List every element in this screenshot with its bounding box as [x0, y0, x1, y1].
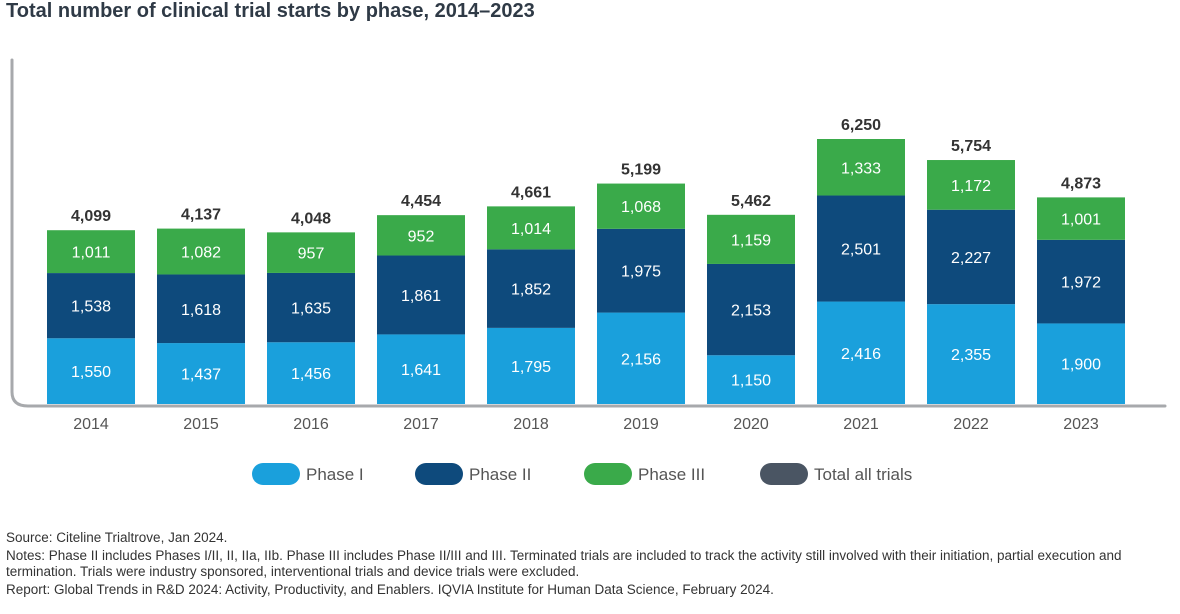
value-label-phase-ii-2021: 2,501: [841, 242, 881, 259]
value-label-phase-ii-2018: 1,852: [511, 282, 551, 299]
value-label-phase-i-2018: 1,795: [511, 359, 551, 376]
total-label-2021: 6,250: [841, 117, 881, 134]
value-label-phase-ii-2023: 1,972: [1061, 275, 1101, 292]
value-label-phase-i-2016: 1,456: [291, 366, 331, 383]
x-tick-label-2019: 2019: [623, 416, 659, 433]
x-tick-label-2016: 2016: [293, 416, 329, 433]
value-label-phase-i-2021: 2,416: [841, 346, 881, 363]
value-label-phase-ii-2020: 2,153: [731, 303, 771, 320]
bar-phase-i-2018: [487, 327, 575, 404]
legend: Phase I Phase II Phase III Total all trials: [252, 463, 912, 485]
total-label-2017: 4,454: [401, 193, 441, 210]
source-note: Source: Citeline Trialtrove, Jan 2024.: [6, 530, 228, 545]
x-tick-label-2017: 2017: [403, 416, 439, 433]
x-tick-label-2021: 2021: [843, 416, 879, 433]
notes-text: Notes: Phase II includes Phases I/II, II…: [6, 548, 1122, 579]
bars-layer: [47, 139, 1125, 404]
bar-phase-iii-2021: [817, 139, 905, 196]
value-label-phase-iii-2017: 952: [408, 228, 435, 245]
value-label-phase-i-2022: 2,355: [951, 347, 991, 364]
bar-phase-ii-2021: [817, 195, 905, 302]
x-tick-label-2018: 2018: [513, 416, 549, 433]
value-label-phase-i-2023: 1,900: [1061, 357, 1101, 374]
bar-phase-ii-2022: [927, 209, 1015, 305]
bar-phase-ii-2015: [157, 274, 245, 344]
bar-phase-i-2017: [377, 334, 465, 404]
value-label-phase-iii-2020: 1,159: [731, 232, 771, 249]
legend-swatch-phase-iii: [584, 463, 632, 485]
x-tick-label-2022: 2022: [953, 416, 989, 433]
value-label-phase-ii-2019: 1,975: [621, 264, 661, 281]
value-label-phase-i-2015: 1,437: [181, 367, 221, 384]
labels-layer: 1,550 1,538 1,011 4,099 2014 1,437 1,618 1,082 4…: [71, 117, 1101, 433]
value-label-phase-i-2019: 2,156: [621, 351, 661, 368]
x-tick-label-2014: 2014: [73, 416, 109, 433]
x-tick-label-2023: 2023: [1063, 416, 1099, 433]
bar-phase-ii-2023: [1037, 239, 1125, 324]
total-label-2015: 4,137: [181, 207, 221, 224]
value-label-phase-iii-2023: 1,001: [1061, 212, 1101, 229]
bar-phase-iii-2022: [927, 160, 1015, 210]
chart-title: Total number of clinical trial starts by…: [6, 0, 535, 22]
bar-phase-iii-2015: [157, 228, 245, 275]
value-label-phase-ii-2014: 1,538: [71, 299, 111, 316]
total-label-2018: 4,661: [511, 184, 551, 201]
bar-phase-iii-2018: [487, 206, 575, 250]
stacked-bar-chart: 1,550 1,538 1,011 4,099 2014 1,437 1,618 1,082 4…: [10, 58, 1167, 485]
x-tick-label-2020: 2020: [733, 416, 769, 433]
bar-phase-i-2021: [817, 301, 905, 404]
value-label-phase-iii-2022: 1,172: [951, 178, 991, 195]
bar-phase-iii-2023: [1037, 197, 1125, 240]
bar-phase-iii-2020: [707, 214, 795, 264]
value-label-phase-i-2020: 1,150: [731, 373, 771, 390]
bar-phase-i-2023: [1037, 323, 1125, 404]
x-tick-label-2015: 2015: [183, 416, 219, 433]
legend-swatch-phase-ii: [415, 463, 463, 485]
total-label-2016: 4,048: [291, 210, 331, 227]
bar-phase-iii-2017: [377, 215, 465, 256]
axis-line: [10, 58, 1167, 408]
value-label-phase-iii-2014: 1,011: [72, 245, 111, 262]
value-label-phase-iii-2018: 1,014: [511, 221, 551, 238]
legend-label-phase-ii: Phase II: [469, 465, 531, 484]
value-label-phase-iii-2016: 957: [298, 246, 325, 263]
footnotes: Source: Citeline Trialtrove, Jan 2024. N…: [6, 530, 1176, 600]
bar-phase-ii-2016: [267, 272, 355, 343]
value-label-phase-i-2017: 1,641: [401, 362, 441, 379]
value-label-phase-ii-2022: 2,227: [951, 250, 991, 267]
total-label-2019: 5,199: [621, 162, 661, 179]
bar-phase-i-2022: [927, 304, 1015, 404]
legend-label-phase-i: Phase I: [306, 465, 364, 484]
legend-label-phase-iii: Phase III: [638, 465, 705, 484]
axis-layer: [10, 58, 1167, 408]
legend-swatch-total-all-trials: [760, 463, 808, 485]
bar-phase-ii-2014: [47, 273, 135, 339]
bar-phase-ii-2020: [707, 263, 795, 356]
legend-label-total-all-trials: Total all trials: [814, 465, 912, 484]
bar-phase-i-2016: [267, 342, 355, 404]
total-label-2020: 5,462: [731, 193, 771, 210]
value-label-phase-ii-2017: 1,861: [401, 288, 441, 305]
value-label-phase-iii-2019: 1,068: [621, 199, 661, 216]
report-note: Report: Global Trends in R&D 2024: Activ…: [6, 582, 774, 597]
total-label-2022: 5,754: [951, 138, 991, 155]
bar-phase-i-2014: [47, 338, 135, 404]
legend-swatch-phase-i: [252, 463, 300, 485]
bar-phase-ii-2017: [377, 255, 465, 335]
value-label-phase-i-2014: 1,550: [71, 364, 111, 381]
total-label-2014: 4,099: [71, 208, 111, 225]
bar-phase-iii-2016: [267, 232, 355, 273]
value-label-phase-iii-2015: 1,082: [181, 245, 221, 262]
bar-phase-iii-2019: [597, 183, 685, 229]
value-label-phase-iii-2021: 1,333: [841, 160, 881, 177]
bar-phase-ii-2018: [487, 249, 575, 328]
value-label-phase-ii-2016: 1,635: [291, 301, 331, 318]
bar-phase-i-2015: [157, 343, 245, 404]
bar-phase-iii-2014: [47, 230, 135, 274]
bar-phase-i-2019: [597, 312, 685, 404]
bar-phase-i-2020: [707, 355, 795, 404]
value-label-phase-ii-2015: 1,618: [181, 302, 221, 319]
total-label-2023: 4,873: [1061, 175, 1101, 192]
bar-phase-ii-2019: [597, 228, 685, 313]
